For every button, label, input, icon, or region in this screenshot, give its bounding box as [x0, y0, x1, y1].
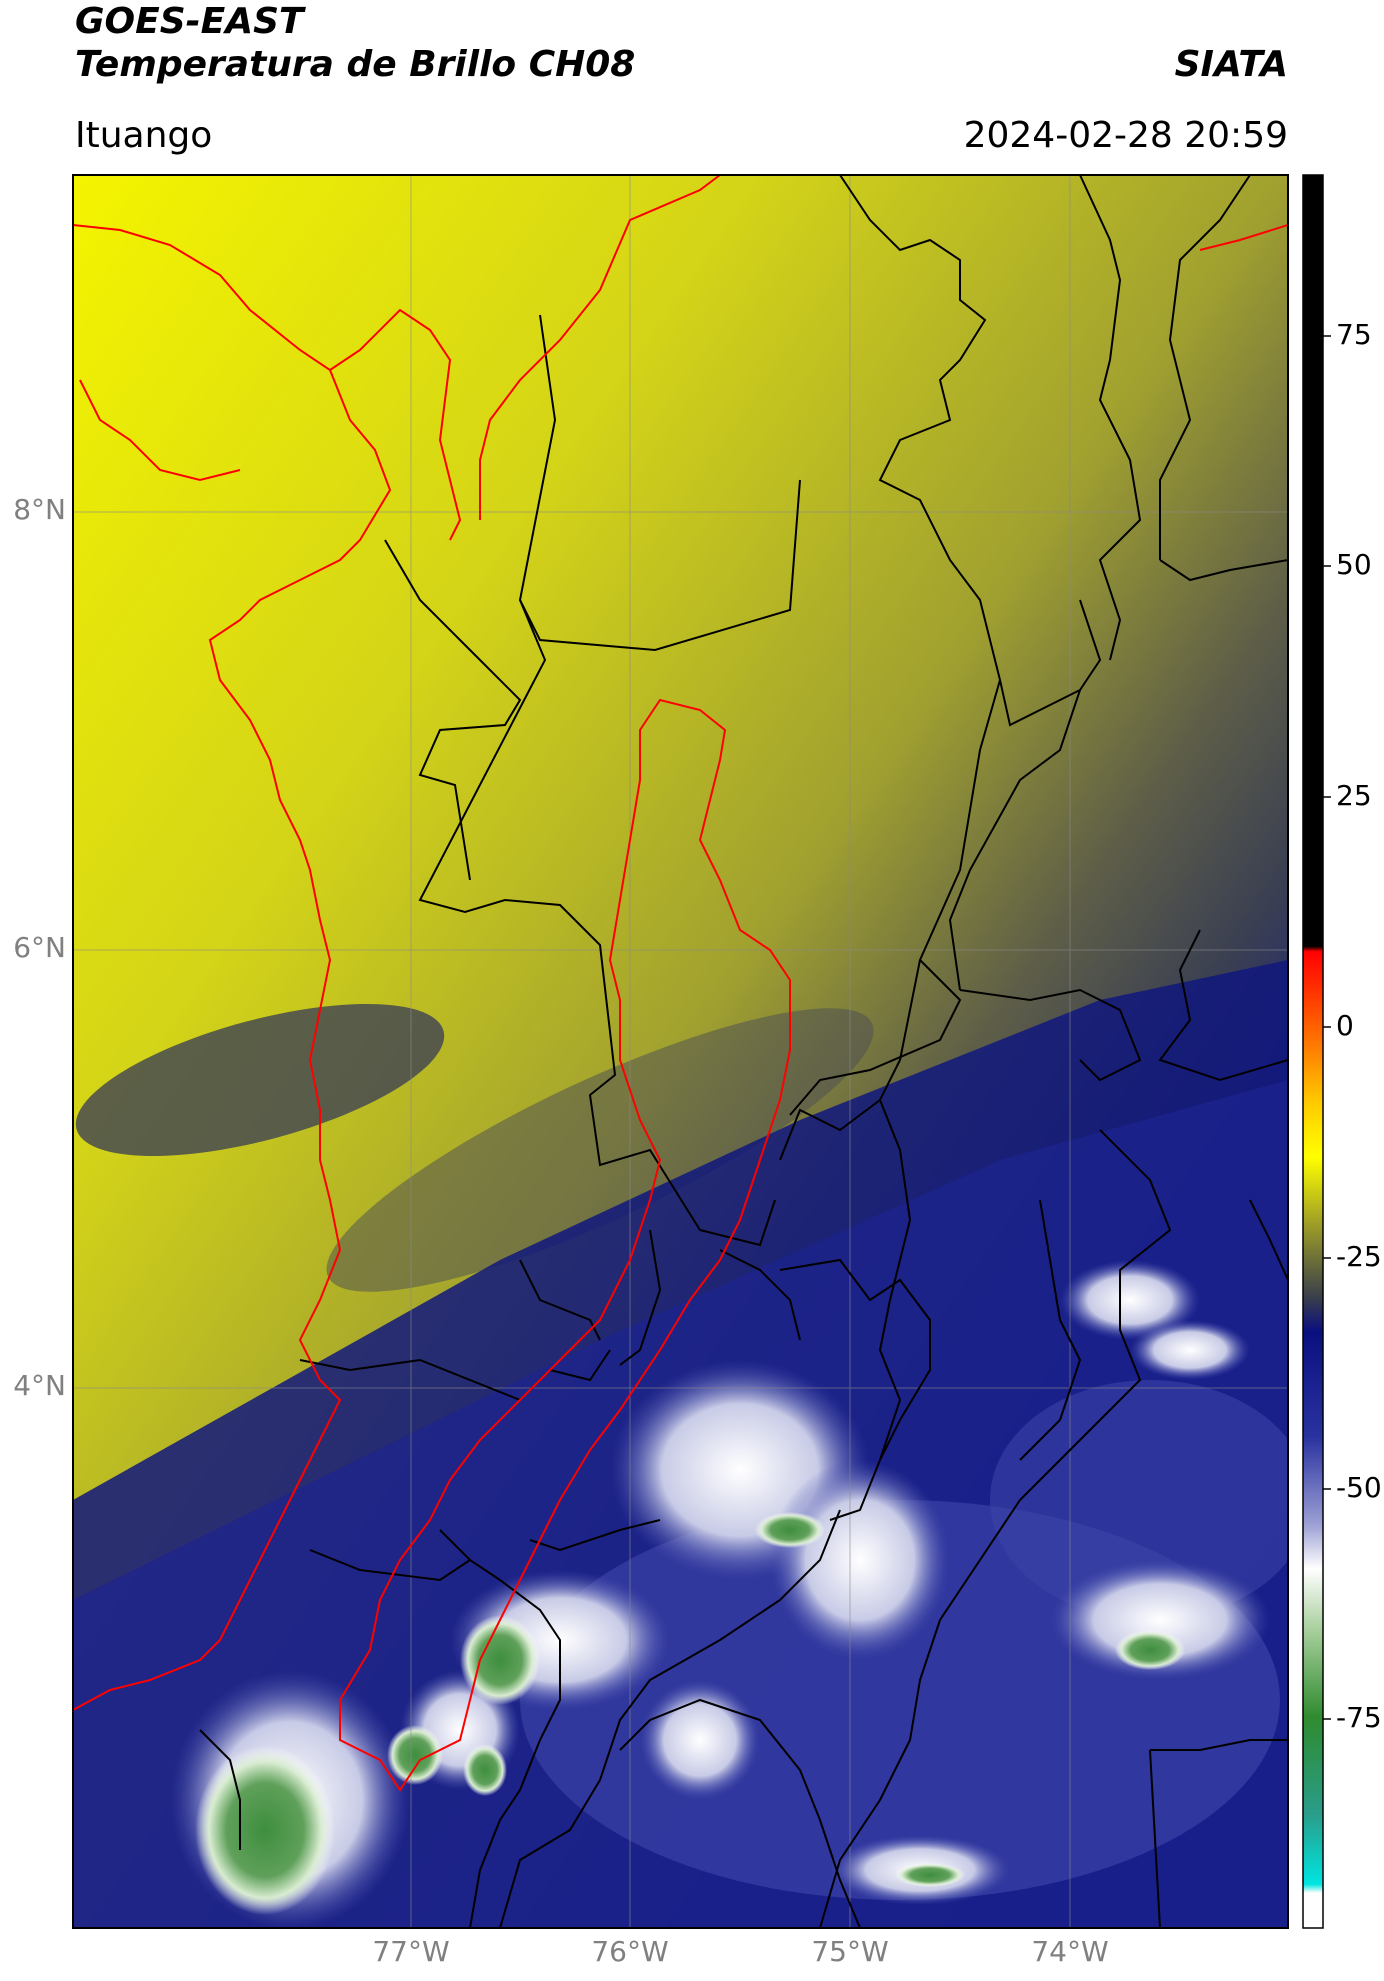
colorbar-label-neg50: -50 — [1336, 1471, 1382, 1504]
lat-tick-4n: 4°N — [13, 1369, 66, 1402]
datetime-label: 2024-02-28 20:59 — [963, 115, 1288, 156]
colorbar-label-0: 0 — [1336, 1009, 1354, 1042]
product-title: Temperatura de Brillo CH08 — [75, 44, 636, 85]
lon-tick-74w: 74°W — [1031, 1935, 1109, 1968]
lon-tick-77w: 77°W — [372, 1935, 450, 1968]
brightness-temperature-field — [73, 175, 1288, 1928]
colorbar-label-25: 25 — [1336, 779, 1372, 812]
lon-tick-75w: 75°W — [811, 1935, 889, 1968]
colorbar-label-75: 75 — [1336, 318, 1372, 351]
organization-label: SIATA — [1174, 44, 1288, 85]
map-frame — [72, 174, 1289, 1929]
admin-boundaries — [199, 175, 1288, 1928]
colorbar-label-neg25: -25 — [1336, 1240, 1382, 1273]
lat-tick-8n: 8°N — [13, 493, 66, 526]
graticule — [73, 175, 1288, 1928]
colorbar-label-neg75: -75 — [1336, 1701, 1382, 1734]
colorbar — [1302, 174, 1324, 1929]
colorbar-ticks — [1323, 335, 1331, 1720]
lon-tick-76w: 76°W — [591, 1935, 669, 1968]
lat-tick-6n: 6°N — [13, 931, 66, 964]
satellite-title: GOES-EAST — [75, 1, 304, 42]
coastline-and-catchment — [73, 175, 1288, 1792]
colorbar-label-50: 50 — [1336, 548, 1372, 581]
location-label: Ituango — [75, 115, 213, 156]
